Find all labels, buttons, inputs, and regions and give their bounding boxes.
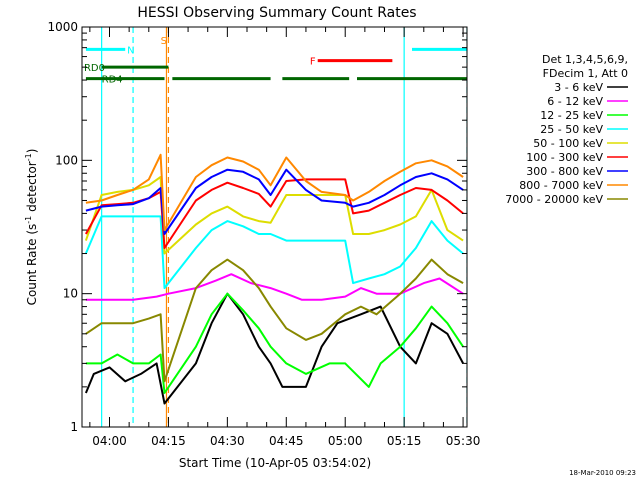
x-tick-label: 04:00 [92,434,127,448]
x-tick-label: 05:00 [328,434,363,448]
y-axis-label-end: ) [25,149,39,154]
y-tick-label: 10 [63,287,78,301]
state-label: S [161,36,167,47]
series-line [85,153,464,232]
legend-entry-label: 800 - 7000 keV [519,179,603,192]
state-label: F [310,57,316,68]
y-tick-label: 1 [70,420,78,434]
legend: Det 1,3,4,5,6,9, FDecim 1, Att 0 3 - 6 k… [505,53,628,206]
y-axis-label-main: Count Rate (s [25,224,39,306]
series-line [85,292,464,394]
legend-header-2: FDecim 1, Att 0 [543,67,628,80]
series-line [85,258,464,383]
x-tick-label: 05:30 [446,434,481,448]
x-tick-label: 04:30 [210,434,245,448]
series-line [84,176,464,255]
legend-entry-label: 3 - 6 keV [554,81,603,94]
series-line [84,292,464,405]
state-label: N [127,45,134,56]
legend-entry-label: 7000 - 20000 keV [505,193,603,206]
legend-header-1: Det 1,3,4,5,6,9, [542,53,628,66]
x-axis: 04:00 04:15 04:30 04:45 05:00 05:15 05:30 [89,27,481,448]
chart-title: HESSI Observing Summary Count Rates [137,5,416,21]
series-layer [84,153,464,405]
y-axis-label-sup1: -1 [24,216,33,224]
x-axis-label: Start Time (10-Apr-05 03:54:02) [179,456,371,470]
plot-frame [81,26,468,428]
x-tick-label: 04:15 [151,434,186,448]
legend-entry-label: 12 - 25 keV [540,109,603,122]
y-axis-label: Count Rate (s-1 detector-1) [24,149,39,306]
x-tick-label: 04:45 [269,434,304,448]
y-axis-label-mid: detector [25,161,39,216]
y-tick-label: 1000 [47,20,78,34]
legend-entry-label: 50 - 100 keV [533,137,603,150]
state-bars-layer [85,47,467,81]
legend-entry-label: 100 - 300 keV [526,151,603,164]
y-tick-label: 100 [55,153,78,167]
x-tick-label: 05:15 [387,434,422,448]
series-line [84,215,464,290]
legend-entry-label: 6 - 12 keV [547,95,603,108]
y-axis: 1 10 100 1000 [47,20,467,434]
state-label: RD4 [102,75,123,86]
state-label: RD0 [84,63,105,74]
series-line [85,168,464,235]
legend-entry-label: 25 - 50 keV [540,123,603,136]
legend-entry-label: 300 - 800 keV [526,165,603,178]
y-axis-label-sup2: -1 [24,153,33,161]
series-line [85,273,464,301]
footer-timestamp: 18-Mar-2010 09:23 [569,469,636,477]
